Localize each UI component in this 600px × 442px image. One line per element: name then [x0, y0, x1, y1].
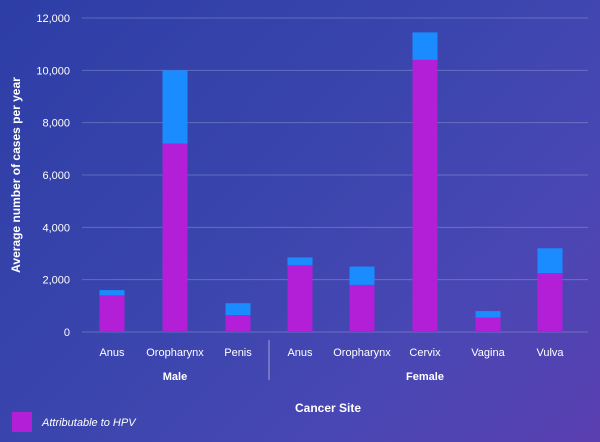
x-category-label: Vulva — [536, 347, 564, 359]
legend-label: Attributable to HPV — [41, 417, 137, 429]
x-category-label: Oropharynx — [146, 347, 204, 359]
group-label: Male — [163, 371, 187, 383]
bar-other-segment — [225, 303, 251, 315]
y-tick-label: 2,000 — [42, 275, 70, 287]
bar-other-segment — [349, 266, 375, 285]
group-labels: Male Female — [163, 340, 444, 383]
bar-hpv-segment — [225, 314, 251, 332]
y-tick-label: 4,000 — [42, 222, 70, 234]
group-label: Female — [406, 371, 444, 383]
bar-other-segment — [537, 248, 563, 274]
x-category-label: Anus — [99, 347, 125, 359]
bar-other-segment — [412, 32, 438, 60]
bar-other-segment — [287, 257, 313, 266]
gridlines — [82, 17, 588, 333]
bar-other-segment — [99, 290, 125, 296]
x-axis-title: Cancer Site — [295, 401, 361, 415]
bar-hpv-segment — [412, 59, 438, 332]
bar-hpv-segment — [475, 317, 501, 332]
bar-other-segment — [475, 311, 501, 318]
bar-hpv-segment — [349, 284, 375, 332]
y-tick-label: 8,000 — [42, 118, 70, 130]
x-category-labels: Anus Oropharynx Penis Anus Oropharynx Cervix V… — [99, 347, 564, 359]
x-category-label: Vagina — [471, 347, 505, 359]
x-category-label: Anus — [287, 347, 313, 359]
x-category-label: Oropharynx — [333, 347, 391, 359]
y-tick-label: 6,000 — [42, 170, 70, 182]
y-tick-label: 0 — [64, 327, 70, 339]
bar-hpv-segment — [99, 295, 125, 332]
y-tick-labels: 0 2,000 4,000 6,000 8,000 10,000 12,000 — [36, 13, 70, 339]
bars — [99, 32, 563, 332]
legend-swatch — [12, 412, 32, 432]
bar-other-segment — [162, 70, 188, 144]
bar-hpv-segment — [537, 273, 563, 332]
x-category-label: Cervix — [409, 347, 441, 359]
y-axis-title: Average number of cases per year — [9, 77, 23, 273]
legend: Attributable to HPV — [12, 412, 137, 432]
x-category-label: Penis — [224, 347, 252, 359]
y-tick-label: 12,000 — [36, 13, 70, 25]
y-tick-label: 10,000 — [36, 65, 70, 77]
bar-hpv-segment — [162, 143, 188, 332]
bar-hpv-segment — [287, 265, 313, 332]
